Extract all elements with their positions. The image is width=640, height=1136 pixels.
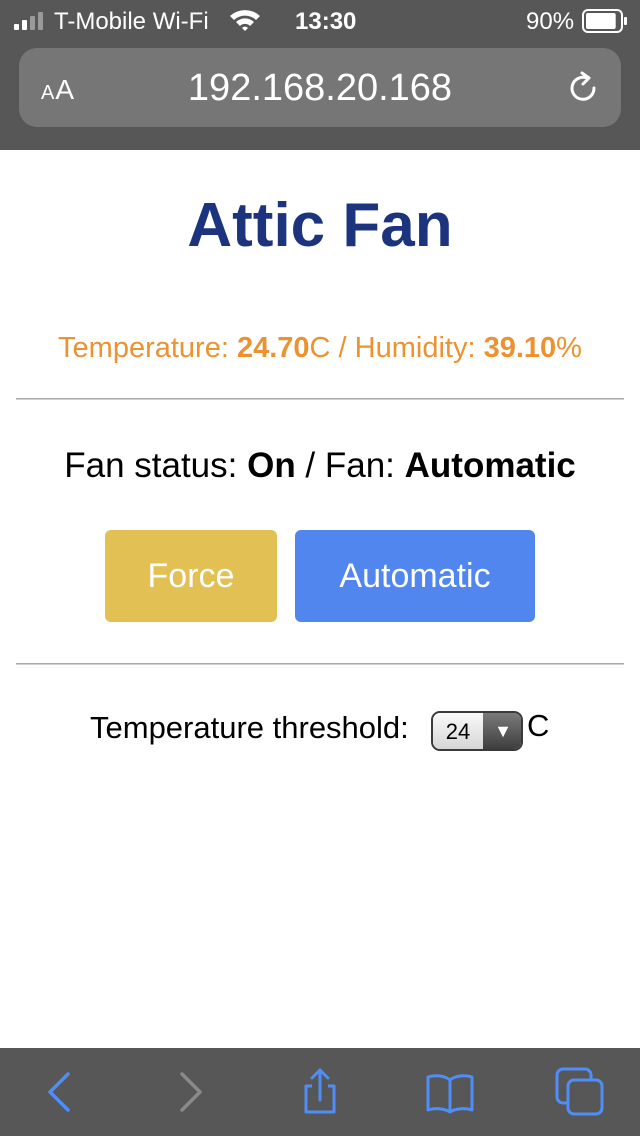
threshold-select[interactable]: 24 ▼ (431, 711, 523, 751)
fan-mode-label: / Fan: (295, 446, 405, 485)
fan-mode-value: Automatic (404, 446, 576, 485)
browser-toolbar (0, 1048, 640, 1136)
automatic-button[interactable]: Automatic (295, 530, 535, 622)
url-text[interactable]: 192.168.20.168 (187, 67, 453, 109)
temperature-unit-humidity-label: C / Humidity: (309, 332, 484, 364)
temperature-value: 24.70 (236, 332, 310, 364)
force-button[interactable]: Force (105, 530, 277, 622)
address-bar[interactable]: AA 192.168.20.168 (19, 48, 621, 127)
sensor-readings: Temperature: 24.70C / Humidity: 39.10% (0, 332, 640, 365)
text-size-small-a: A (41, 82, 56, 104)
threshold-selected-value: 24 (433, 713, 483, 749)
share-icon[interactable] (294, 1066, 346, 1118)
temperature-label: Temperature: (58, 332, 237, 364)
threshold-label: Temperature threshold: (90, 710, 409, 745)
text-size-button[interactable]: AA (41, 74, 76, 105)
humidity-value: 39.10 (483, 332, 557, 364)
wifi-icon (230, 10, 260, 31)
status-bar: T-Mobile Wi-Fi 13:30 90% (0, 0, 640, 42)
bookmarks-icon[interactable] (424, 1066, 476, 1118)
battery-icon (582, 9, 627, 33)
back-icon[interactable] (34, 1066, 86, 1118)
tabs-icon[interactable] (554, 1066, 606, 1118)
fan-status-label: Fan status: (64, 446, 248, 485)
chevron-down-icon: ▼ (483, 713, 521, 749)
cellular-signal-icon (14, 12, 43, 30)
humidity-unit: % (556, 332, 582, 364)
clock: 13:30 (295, 8, 357, 35)
fan-status-value: On (247, 446, 296, 485)
carrier-name: T-Mobile Wi-Fi (54, 8, 209, 35)
divider (16, 663, 624, 665)
threshold-unit: C (527, 708, 550, 743)
browser-chrome-top: T-Mobile Wi-Fi 13:30 90% AA 192.168.20.1… (0, 0, 640, 150)
forward-icon[interactable] (164, 1066, 216, 1118)
reload-icon[interactable] (565, 70, 601, 106)
fan-status-line: Fan status: On / Fan: Automatic (0, 446, 640, 486)
page-title: Attic Fan (187, 191, 453, 260)
page-content: Attic Fan Temperature: 24.70C / Humidity… (0, 150, 640, 1048)
divider (16, 398, 624, 400)
battery-percentage: 90% (526, 8, 575, 35)
